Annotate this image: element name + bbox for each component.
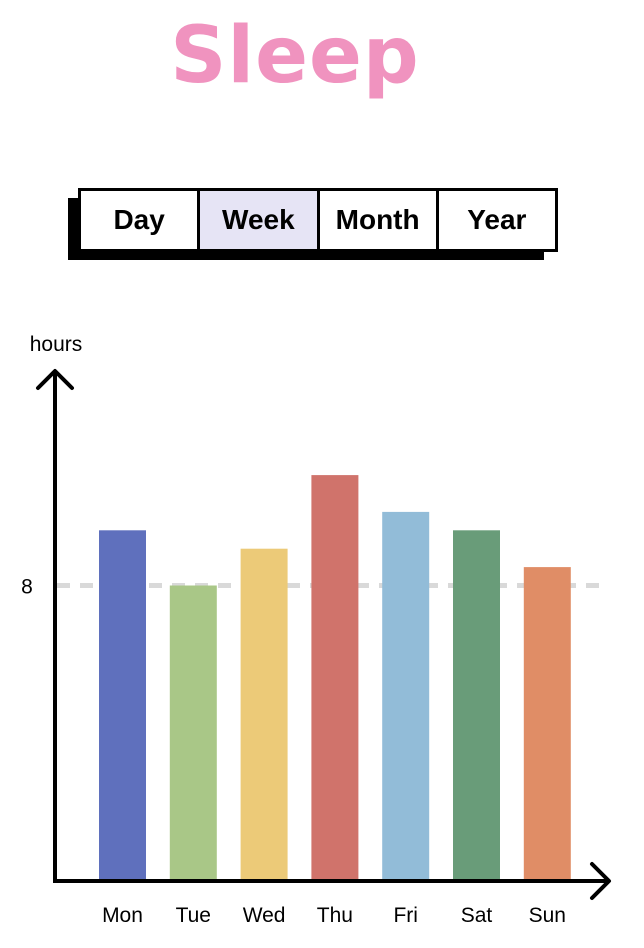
bar-tue xyxy=(169,585,217,880)
tab-year[interactable]: Year xyxy=(435,191,555,249)
bar-sun xyxy=(523,567,571,880)
bar-sat xyxy=(453,530,500,880)
x-tick-label: Fri xyxy=(393,904,418,927)
x-tick-label: Wed xyxy=(243,904,286,927)
bar-fri xyxy=(382,511,430,880)
bar-wed xyxy=(240,548,288,880)
page-title: Sleep xyxy=(170,11,420,101)
y-tick-label: 8 xyxy=(21,576,33,599)
x-tick-label: Thu xyxy=(317,904,353,927)
x-tick-label: Tue xyxy=(176,904,211,927)
y-axis-arrow xyxy=(36,369,74,390)
x-tick-label: Sun xyxy=(529,904,566,927)
x-tick-label: Sat xyxy=(461,904,493,927)
x-tick-label: Mon xyxy=(102,904,143,927)
tab-week[interactable]: Week xyxy=(197,191,317,249)
tab-month[interactable]: Month xyxy=(316,191,436,249)
bar-mon xyxy=(99,530,146,880)
tab-day[interactable]: Day xyxy=(113,204,165,235)
x-axis-arrow xyxy=(590,862,611,900)
bar-thu xyxy=(311,475,359,880)
y-axis-label: hours xyxy=(30,333,83,356)
period-tab-bar: Day Week Month Year xyxy=(78,188,558,252)
